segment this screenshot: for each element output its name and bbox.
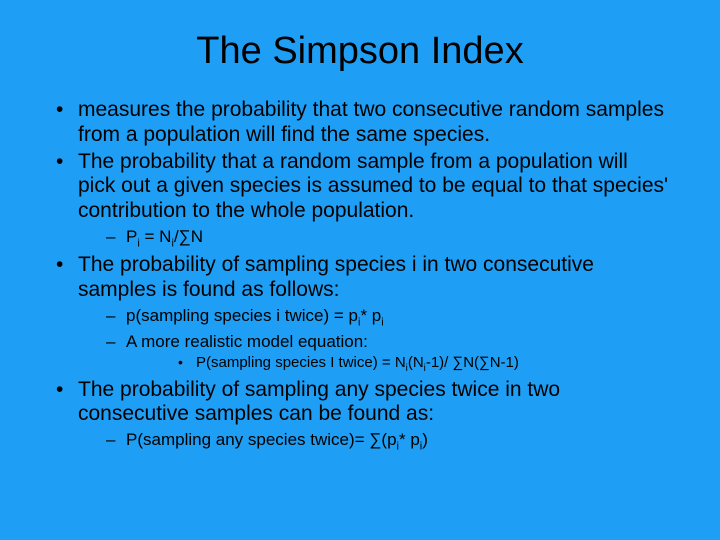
bullet-4: The probability of sampling any species … <box>50 378 670 455</box>
bullet-2: The probability that a random sample fro… <box>50 150 670 251</box>
formula-part: P <box>126 227 137 246</box>
formula-part: -1)/ ∑N(∑N-1) <box>426 354 519 371</box>
formula-part: /∑N <box>174 227 203 246</box>
bullet-4-sublist: P(sampling any species twice)= ∑(pi* pi) <box>78 429 670 454</box>
formula-part: P(sampling any species twice)= ∑(p <box>126 430 397 449</box>
slide-title: The Simpson Index <box>50 30 670 73</box>
bullet-3-sub-2-sublist: P(sampling species I twice) = Ni(Ni-1)/ … <box>126 353 670 376</box>
bullet-2-text: The probability that a random sample fro… <box>78 150 668 223</box>
bullet-list: measures the probability that two consec… <box>50 98 670 454</box>
bullet-3-sublist: p(sampling species i twice) = pi* pi A m… <box>78 305 670 376</box>
formula-sub: i <box>381 316 383 328</box>
bullet-1: measures the probability that two consec… <box>50 98 670 148</box>
bullet-4-sub-1: P(sampling any species twice)= ∑(pi* pi) <box>78 429 670 454</box>
bullet-2-sub-1: Pi = Ni/∑N <box>78 226 670 251</box>
formula-part: P(sampling species I twice) = N <box>196 354 406 371</box>
bullet-4-text: The probability of sampling any species … <box>78 378 560 426</box>
formula-part: (N <box>408 354 424 371</box>
formula-part: p(sampling species i twice) = p <box>126 306 358 325</box>
bullet-3-sub-1: p(sampling species i twice) = pi* pi <box>78 305 670 330</box>
formula-part: * p <box>399 430 420 449</box>
bullet-3-sub-2-text: A more realistic model equation: <box>126 332 368 351</box>
bullet-2-sublist: Pi = Ni/∑N <box>78 226 670 251</box>
slide: The Simpson Index measures the probabili… <box>0 0 720 540</box>
bullet-3: The probability of sampling species i in… <box>50 253 670 376</box>
formula-part: ) <box>422 430 428 449</box>
bullet-3-sub-2: A more realistic model equation: P(sampl… <box>78 331 670 376</box>
bullet-3-sub-2-sub-1: P(sampling species I twice) = Ni(Ni-1)/ … <box>126 353 670 376</box>
bullet-1-text: measures the probability that two consec… <box>78 98 664 146</box>
formula-part: * p <box>360 306 381 325</box>
bullet-3-text: The probability of sampling species i in… <box>78 253 594 301</box>
formula-part: = N <box>140 227 172 246</box>
